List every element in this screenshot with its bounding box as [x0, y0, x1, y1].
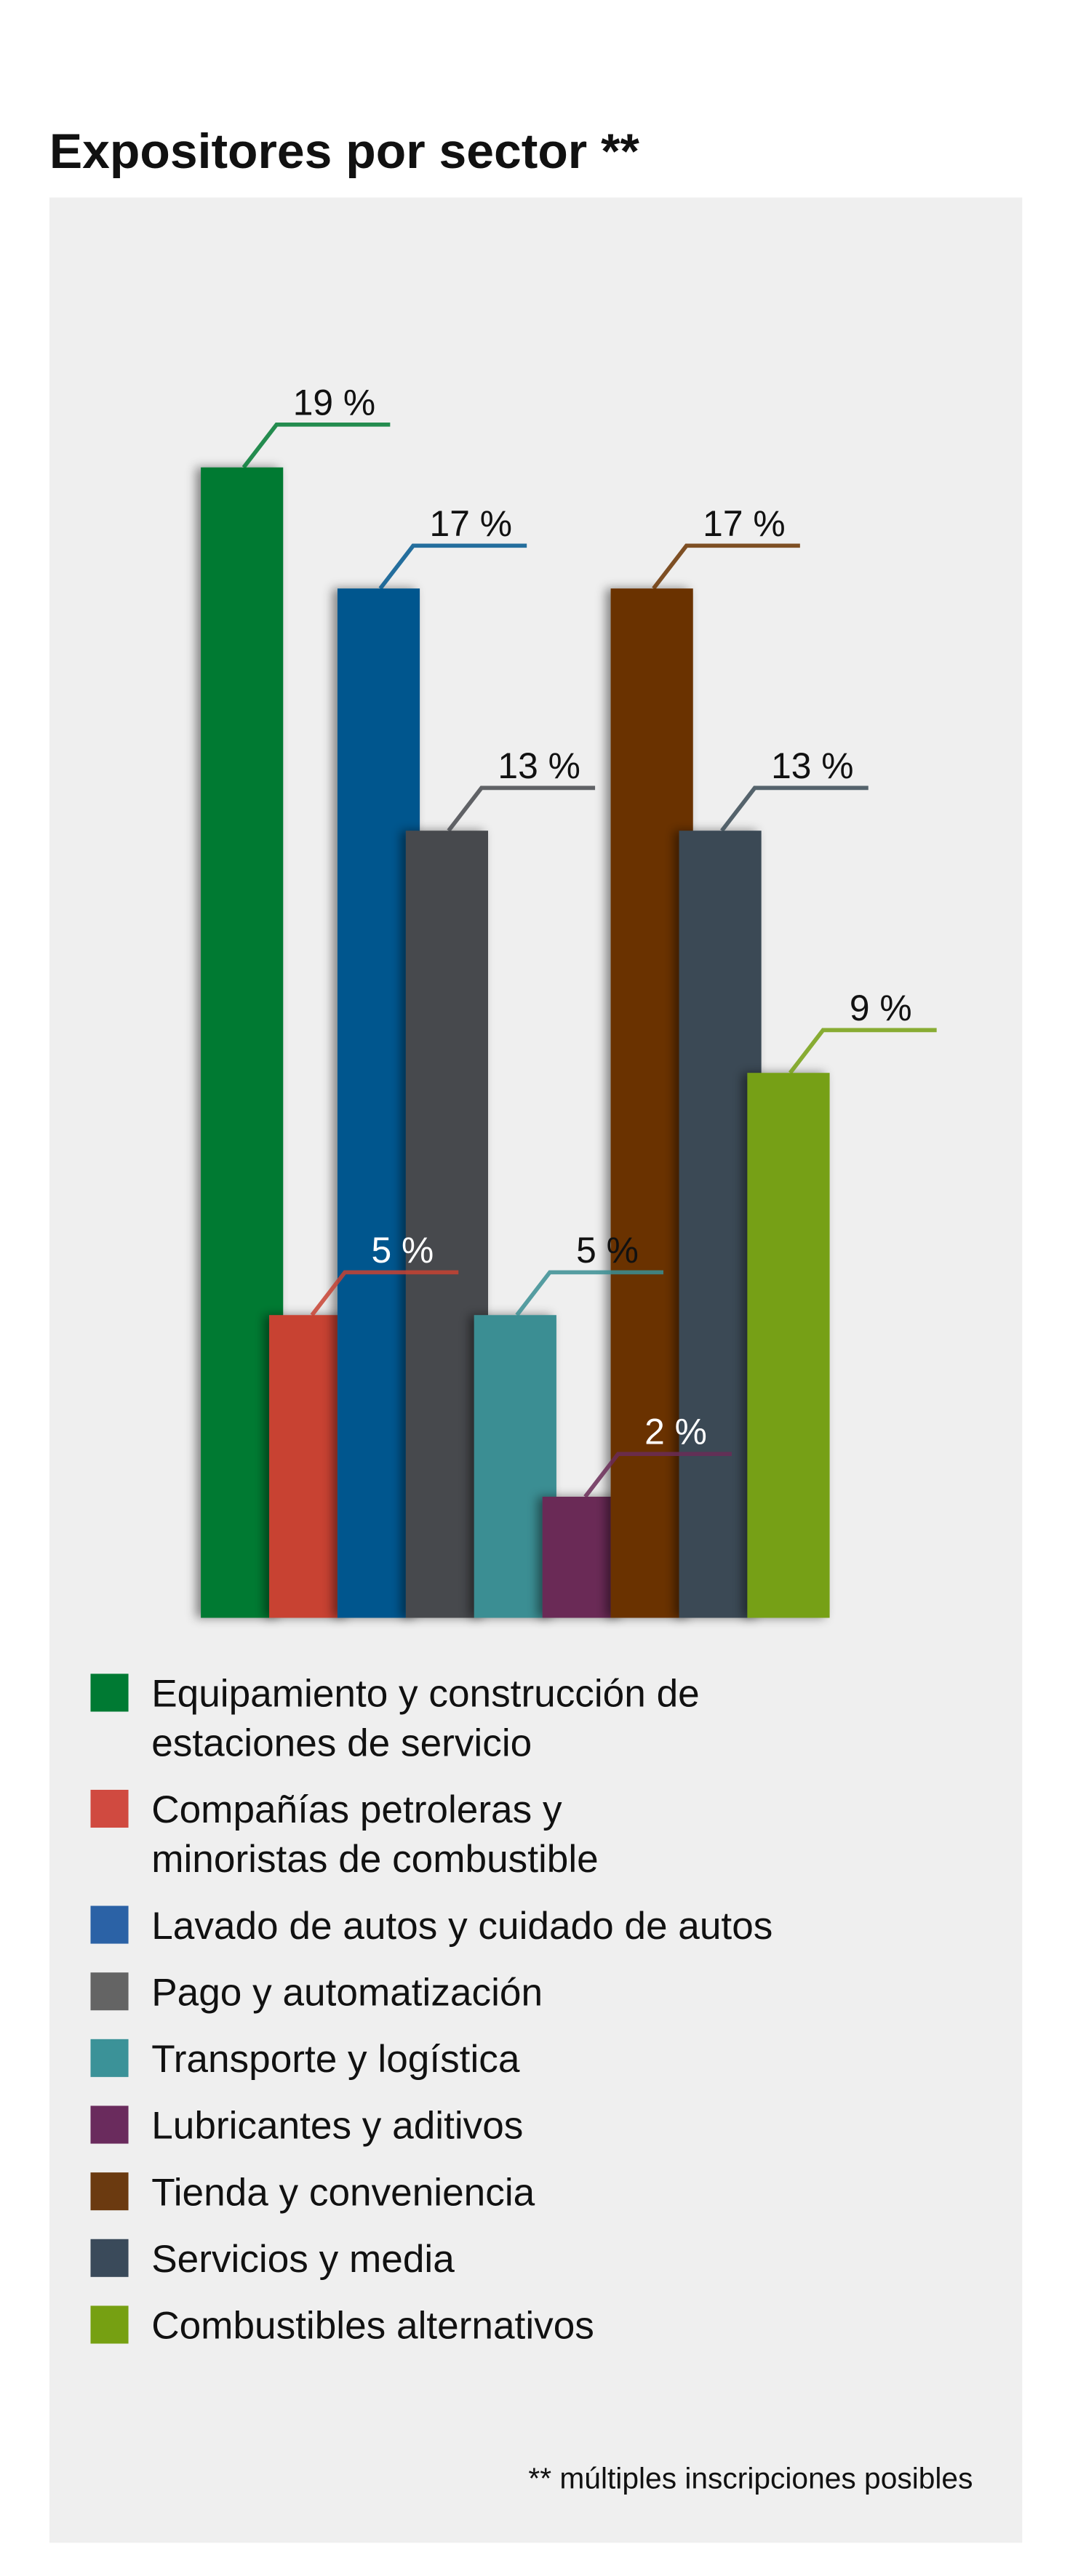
legend-line: Equipamiento y construcción de	[151, 1673, 699, 1716]
label-leader	[788, 1028, 937, 1074]
legend-line: Pago y automatización	[151, 1971, 543, 2014]
data-label: 17 %	[703, 503, 785, 544]
label-leader	[515, 1270, 664, 1316]
data-label: 17 %	[430, 503, 512, 544]
legend-swatch	[90, 2172, 129, 2211]
legend-swatch	[90, 1789, 129, 1828]
legend-label: Lavado de autos y cuidado de autos	[151, 1905, 772, 1948]
legend-swatch	[90, 1905, 129, 1944]
legend-label: Tienda y conveniencia	[151, 2171, 535, 2214]
data-label: 5 %	[576, 1230, 639, 1271]
data-label: 9 %	[850, 988, 912, 1028]
legend-swatch	[90, 2239, 129, 2277]
label-leader	[378, 543, 527, 590]
labels: 19 % 5 % 17 % 13 % 5 % 2 % 17 % 13 % 9 %	[241, 382, 937, 1498]
legend-line: Combustibles alternativos	[151, 2305, 594, 2348]
data-label: 19 %	[293, 382, 375, 423]
label-leader	[447, 785, 596, 832]
footnote: ** múltiples inscripciones posibles	[528, 2462, 973, 2495]
label-leader	[583, 1452, 732, 1498]
legend-label: Servicios y media	[151, 2238, 455, 2281]
legend-swatch	[90, 2105, 129, 2144]
legend-swatch	[90, 2039, 129, 2077]
label-leader	[310, 1270, 459, 1316]
data-label: 13 %	[771, 745, 853, 786]
legend-label: Pago y automatización	[151, 1971, 543, 2014]
legend-line: Lubricantes y aditivos	[151, 2105, 523, 2148]
legend-line: Compañías petroleras y	[151, 1788, 562, 1831]
legend-swatch	[90, 1972, 129, 2011]
data-label: 5 %	[371, 1230, 434, 1271]
legend-line: Transporte y logística	[151, 2038, 520, 2081]
legend-label: Transporte y logística	[151, 2038, 520, 2081]
legend-label: Lubricantes y aditivos	[151, 2105, 523, 2148]
legend-line: Tienda y conveniencia	[151, 2171, 535, 2214]
label-leader	[652, 543, 800, 590]
data-label: 2 %	[644, 1412, 707, 1452]
legend-label: Compañías petroleras y minoristas de comb…	[151, 1788, 599, 1881]
legend-swatch	[90, 1673, 129, 1712]
bar	[747, 1073, 830, 1618]
legend-swatch	[90, 2305, 129, 2344]
data-label: 13 %	[498, 745, 580, 786]
legend-line: minoristas de combustible	[151, 1838, 599, 1881]
legend-label: Equipamiento y construcción de estaciones…	[151, 1673, 699, 1765]
legend-line: Lavado de autos y cuidado de autos	[151, 1905, 772, 1948]
label-leader	[720, 785, 869, 832]
legend-label: Combustibles alternativos	[151, 2305, 594, 2348]
legend-line: Servicios y media	[151, 2238, 455, 2281]
chart-title: Expositores por sector **	[49, 124, 640, 179]
legend-line: estaciones de servicio	[151, 1722, 532, 1765]
label-leader	[241, 423, 391, 469]
